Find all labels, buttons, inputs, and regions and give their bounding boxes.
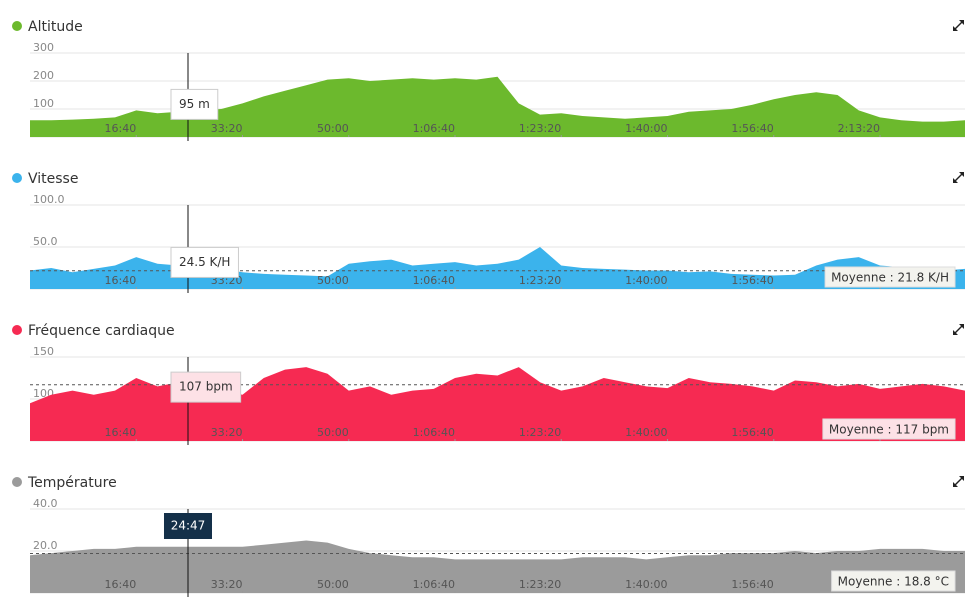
x-tick-label: 1:56:40 xyxy=(731,578,773,591)
y-tick-label: 100.0 xyxy=(33,193,65,206)
average-label: Moyenne : 21.8 K/H xyxy=(831,271,949,285)
y-tick-label: 150 xyxy=(33,345,54,358)
area xyxy=(30,367,965,441)
average-label: Moyenne : 117 bpm xyxy=(829,423,949,437)
area xyxy=(30,247,965,289)
x-tick-label: 1:56:40 xyxy=(731,274,773,287)
y-tick-label: 200 xyxy=(33,69,54,82)
area xyxy=(30,540,965,593)
cursor-box xyxy=(163,513,212,539)
x-tick-label: 1:23:20 xyxy=(519,274,561,287)
chart-title: Fréquence cardiaque xyxy=(28,323,175,339)
expand-icon[interactable] xyxy=(953,324,964,335)
chart-title: Température xyxy=(27,475,117,491)
chart-title: Vitesse xyxy=(28,171,78,187)
x-tick-label: 1:40:00 xyxy=(625,426,667,439)
x-tick-label: 1:56:40 xyxy=(731,122,773,135)
x-tick-label: 1:23:20 xyxy=(519,426,561,439)
chart-panel: Température0.020.040.016:4033:2050:001:0… xyxy=(12,475,965,597)
chart-panel: Fréquence cardiaque5010015016:4033:2050:… xyxy=(12,323,965,445)
average-box xyxy=(831,570,956,592)
tooltip-label: 95 m xyxy=(179,97,210,111)
expand-icon[interactable] xyxy=(953,476,964,487)
average-box xyxy=(822,418,956,440)
x-tick-label: 16:40 xyxy=(105,426,137,439)
chart-title: Altitude xyxy=(28,19,83,35)
x-tick-label: 1:06:40 xyxy=(413,122,455,135)
legend-dot xyxy=(12,21,22,31)
expand-icon[interactable] xyxy=(953,20,964,31)
x-tick-label: 50:00 xyxy=(317,578,349,591)
x-tick-label: 50:00 xyxy=(317,274,349,287)
x-tick-label: 16:40 xyxy=(105,578,137,591)
y-tick-label: 20.0 xyxy=(33,539,58,552)
x-tick-label: 50:00 xyxy=(317,426,349,439)
expand-icon-shape xyxy=(953,324,964,335)
x-tick-label: 1:06:40 xyxy=(413,274,455,287)
expand-icon-shape xyxy=(953,20,964,31)
tooltip-label: 107 bpm xyxy=(179,380,233,394)
y-tick-label: 300 xyxy=(33,41,54,54)
x-tick-label: 33:20 xyxy=(211,122,243,135)
x-tick-label: 1:40:00 xyxy=(625,122,667,135)
x-tick-label: 1:40:00 xyxy=(625,274,667,287)
x-tick-label: 33:20 xyxy=(211,426,243,439)
x-tick-label: 1:23:20 xyxy=(519,578,561,591)
area xyxy=(30,76,965,137)
x-tick-label: 33:20 xyxy=(211,578,243,591)
tooltip-box xyxy=(170,88,219,120)
x-tick-label: 1:56:40 xyxy=(731,426,773,439)
x-tick-label: 1:06:40 xyxy=(413,426,455,439)
legend-dot xyxy=(12,325,22,335)
average-label: Moyenne : 18.8 °C xyxy=(838,575,949,589)
legend-dot xyxy=(12,173,22,183)
legend-dot xyxy=(12,477,22,487)
x-tick-label: 16:40 xyxy=(105,274,137,287)
cursor-label: 24:47 xyxy=(171,519,206,533)
y-tick-label: 40.0 xyxy=(33,497,58,510)
y-tick-label: 50.0 xyxy=(33,235,58,248)
x-tick-label: 1:40:00 xyxy=(625,578,667,591)
chart-panel: Altitude010020030016:4033:2050:001:06:40… xyxy=(12,19,965,141)
x-tick-label: 50:00 xyxy=(317,122,349,135)
x-tick-label: 16:40 xyxy=(105,122,137,135)
tooltip-label: 24.5 K/H xyxy=(179,255,230,269)
expand-icon[interactable] xyxy=(953,172,964,183)
average-box xyxy=(824,266,956,288)
x-tick-label: 1:23:20 xyxy=(519,122,561,135)
x-tick-label: 2:13:20 xyxy=(838,122,880,135)
expand-icon-shape xyxy=(953,476,964,487)
y-tick-label: 100 xyxy=(33,97,54,110)
x-tick-label: 1:06:40 xyxy=(413,578,455,591)
tooltip-box xyxy=(170,371,242,403)
tooltip-box xyxy=(170,246,239,278)
expand-icon-shape xyxy=(953,172,964,183)
chart-panel: Vitesse0.050.0100.016:4033:2050:001:06:4… xyxy=(12,171,965,293)
